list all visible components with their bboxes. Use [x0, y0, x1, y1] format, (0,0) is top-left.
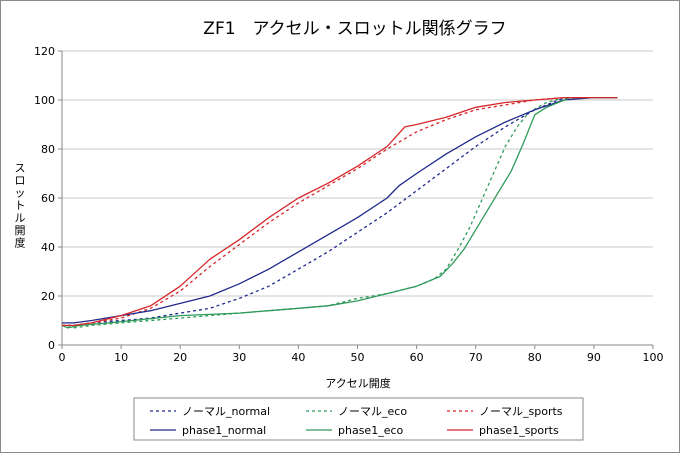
x-tick-label-0: 0	[59, 351, 66, 364]
legend-label-3: phase1_normal	[182, 424, 266, 437]
series-line-2	[62, 96, 618, 327]
y-tick-label-5: 100	[34, 94, 55, 107]
x-tick-label-5: 50	[351, 351, 365, 364]
series-line-1	[61, 96, 618, 329]
series-line-4	[61, 96, 618, 329]
chart-title: ZF1 アクセル・スロットル関係グラフ	[203, 19, 506, 39]
y-tick-label-4: 80	[41, 143, 55, 156]
y-tick-label-3: 60	[41, 192, 55, 205]
y-tick-label-1: 20	[41, 290, 55, 303]
series-line-3	[62, 96, 618, 324]
legend-label-2: ノーマル_sports	[479, 405, 563, 418]
legend: ノーマル_normal ノーマル_eco ノーマル_sports phase1_nor…	[133, 397, 584, 441]
series-line-5	[62, 96, 618, 327]
legend-label-4: phase1_eco	[338, 424, 404, 437]
legend-label-5: phase1_sports	[479, 424, 559, 437]
series-lines	[61, 96, 618, 329]
y-axis-label: スロットル開度	[15, 162, 26, 250]
x-tick-label-2: 20	[173, 351, 187, 364]
y-tick-label-0: 0	[48, 339, 55, 352]
y-tick-labels: 0 20 40 60 80 100 120	[34, 45, 55, 352]
x-tick-label-8: 80	[528, 351, 542, 364]
legend-box	[133, 397, 584, 441]
x-axis-label: アクセル開度	[325, 376, 390, 390]
x-tick-labels: 0 10 20 30 40 50 60 70 80 90 100	[59, 351, 664, 364]
y-tick-label-6: 120	[34, 45, 55, 58]
x-tick-label-6: 60	[410, 351, 424, 364]
series-line-0	[62, 96, 618, 327]
x-tick-label-10: 100	[643, 351, 664, 364]
x-tick-label-1: 10	[114, 351, 128, 364]
x-tick-label-9: 90	[587, 351, 601, 364]
axes	[58, 50, 654, 349]
legend-label-1: ノーマル_eco	[338, 405, 407, 418]
x-tick-label-3: 30	[232, 351, 246, 364]
y-tick-label-2: 40	[41, 241, 55, 254]
x-tick-label-7: 70	[469, 351, 483, 364]
legend-label-0: ノーマル_normal	[182, 405, 270, 418]
x-tick-label-4: 40	[291, 351, 305, 364]
gridlines	[62, 50, 653, 297]
